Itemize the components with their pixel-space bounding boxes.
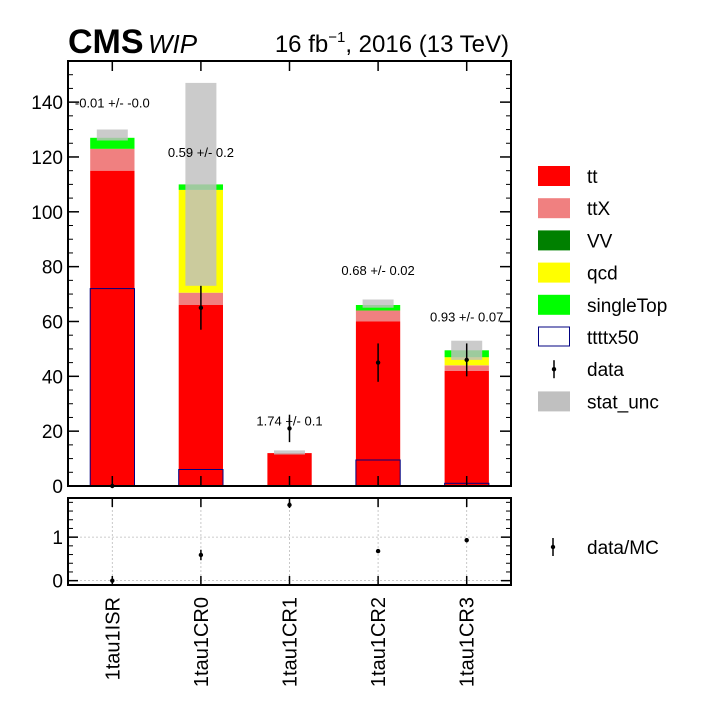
stat-unc-1tau1ISR bbox=[96, 129, 128, 141]
annotation-1tau1CR3: 0.93 +/- 0.07 bbox=[430, 309, 503, 324]
legend-entry-VV: VV bbox=[538, 230, 613, 252]
svg-text:VV: VV bbox=[587, 231, 613, 252]
legend-entry-data: data bbox=[551, 360, 624, 381]
legend-entry-ttttx50: ttttx50 bbox=[538, 326, 639, 349]
legend-entry-data-mc: data/MC bbox=[550, 538, 659, 559]
y-tick-label: 100 bbox=[31, 203, 63, 224]
svg-text:singleTop: singleTop bbox=[587, 296, 667, 317]
y-tick-label: 0 bbox=[52, 477, 63, 498]
y-tick-label: 120 bbox=[31, 148, 63, 169]
data-point-1tau1CR0 bbox=[198, 285, 204, 330]
ratio-point-1tau1CR2 bbox=[375, 548, 381, 554]
legend: tt ttX VV qcd singleTop ttttx50 data stat_unc bbox=[538, 166, 667, 413]
bar-tt-1tau1ISR bbox=[90, 170, 135, 486]
ratio-y-tick-label: 1 bbox=[52, 528, 63, 549]
lumi-label: 16 fb−1, 2016 (13 TeV) bbox=[275, 29, 509, 58]
stat-unc-1tau1CR0 bbox=[185, 82, 217, 286]
stat-unc-1tau1CR1 bbox=[274, 450, 305, 455]
svg-text:ttX: ttX bbox=[587, 199, 611, 220]
svg-text:data: data bbox=[587, 360, 624, 381]
ratio-point-1tau1CR0 bbox=[198, 549, 204, 561]
annotation-1tau1CR1: 1.74 +/- 0.1 bbox=[256, 414, 322, 429]
y-tick-label: 20 bbox=[42, 422, 63, 443]
y-tick-label: 80 bbox=[42, 258, 63, 279]
bar-tt-1tau1CR3 bbox=[444, 370, 489, 486]
svg-text:ttttx50: ttttx50 bbox=[587, 328, 639, 349]
bar-ttX-1tau1CR2 bbox=[355, 310, 401, 322]
data-point-1tau1CR1 bbox=[287, 414, 292, 443]
bar-singleTop-1tau1CR2 bbox=[355, 305, 401, 311]
y-tick-label: 40 bbox=[42, 367, 63, 388]
ratio-point-1tau1CR3 bbox=[464, 537, 469, 543]
main-panel: -0.01 +/- -0.0 0.59 +/- 0.2 1.74 +/- 0.1 0.… bbox=[31, 60, 512, 498]
ratio-panel: 01 bbox=[52, 497, 512, 593]
svg-text:stat_unc: stat_unc bbox=[587, 392, 659, 413]
legend-entry-singleTop: singleTop bbox=[538, 294, 667, 317]
data-point-1tau1CR3 bbox=[464, 343, 469, 377]
ratio-y-tick-label: 0 bbox=[52, 572, 63, 593]
x-category-label-1tau1CR0: 1tau1CR0 bbox=[191, 597, 213, 687]
y-tick-label: 60 bbox=[42, 312, 63, 333]
annotation-1tau1ISR: -0.01 +/- -0.0 bbox=[75, 96, 150, 111]
cms-label: CMS bbox=[68, 23, 144, 61]
legend-entry-qcd: qcd bbox=[538, 262, 618, 285]
annotation-1tau1CR2: 0.68 +/- 0.02 bbox=[341, 263, 414, 278]
annotation-1tau1CR0: 0.59 +/- 0.2 bbox=[168, 145, 234, 160]
ratio-legend: data/MC bbox=[550, 538, 659, 559]
svg-text:tt: tt bbox=[587, 167, 598, 188]
legend-entry-stat_unc: stat_unc bbox=[538, 391, 659, 413]
x-category-label-1tau1ISR: 1tau1ISR bbox=[102, 597, 124, 680]
legend-entry-ttX: ttX bbox=[538, 198, 611, 220]
bar-tt-1tau1CR0 bbox=[178, 305, 223, 486]
wip-label: WIP bbox=[148, 29, 198, 59]
stat-unc-1tau1CR2 bbox=[362, 299, 394, 308]
x-category-label-1tau1CR1: 1tau1CR1 bbox=[280, 597, 302, 687]
x-category-label-1tau1CR3: 1tau1CR3 bbox=[457, 597, 479, 687]
data-point-1tau1CR2 bbox=[375, 343, 381, 382]
bar-ttX-1tau1ISR bbox=[90, 148, 135, 171]
svg-text:qcd: qcd bbox=[587, 264, 618, 285]
main-frame bbox=[67, 60, 512, 487]
bar-singleTop-1tau1ISR bbox=[90, 137, 135, 149]
ratio-frame bbox=[67, 497, 512, 586]
svg-text:data/MC: data/MC bbox=[587, 538, 659, 559]
legend-entry-tt: tt bbox=[538, 166, 598, 188]
y-tick-label: 140 bbox=[31, 93, 63, 114]
x-category-label-1tau1CR2: 1tau1CR2 bbox=[368, 597, 390, 687]
